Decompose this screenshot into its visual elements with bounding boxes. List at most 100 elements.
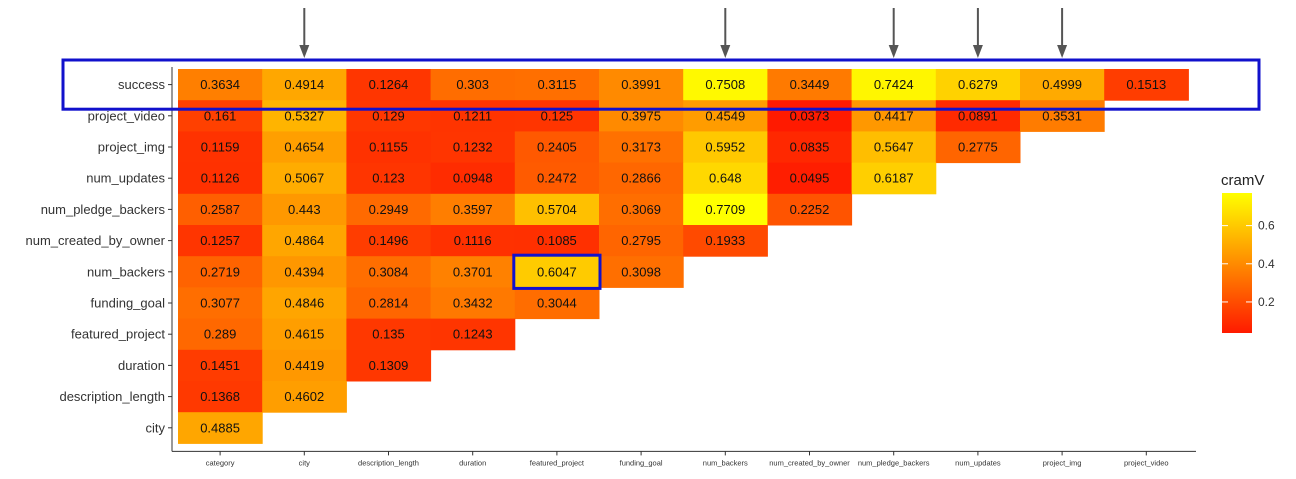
cell-value-label: 0.1264 — [369, 77, 409, 92]
cell-value-label: 0.5952 — [705, 140, 745, 155]
cell-value-label: 0.3098 — [621, 264, 661, 279]
cell-value-label: 0.1257 — [200, 233, 240, 248]
cell-value-label: 0.3173 — [621, 140, 661, 155]
x-tick-label: description_length — [358, 458, 419, 467]
cell-value-label: 0.0948 — [453, 171, 493, 186]
heatmap-cell — [178, 287, 263, 320]
heatmap-cell — [430, 131, 516, 164]
cell-value-label: 0.2775 — [958, 140, 998, 155]
heatmap-cell — [851, 100, 937, 132]
cell-value-label: 0.2719 — [200, 264, 240, 279]
down-arrow-head — [972, 45, 983, 58]
heatmap-cell — [262, 318, 347, 351]
heatmap-cell — [178, 412, 263, 444]
heatmap-cell — [851, 162, 937, 195]
cell-value-label: 0.0835 — [790, 140, 830, 155]
cell-value-label: 0.3531 — [1042, 108, 1082, 123]
y-tick-label: project_video — [88, 108, 165, 123]
heatmap-cell — [851, 131, 937, 164]
cell-value-label: 0.4846 — [284, 296, 324, 311]
heatmap-cell — [178, 256, 263, 288]
cell-value-label: 0.2814 — [369, 296, 409, 311]
cell-value-label: 0.3069 — [621, 202, 661, 217]
heatmap-cell — [346, 225, 432, 257]
heatmap-cell — [935, 100, 1021, 132]
cell-value-label: 0.4864 — [284, 233, 324, 248]
heatmap-cell — [599, 193, 684, 226]
cell-value-label: 0.443 — [288, 202, 321, 217]
x-tick-label: num_updates — [955, 458, 1001, 467]
heatmap-cell — [683, 131, 768, 164]
cell-value-label: 0.2587 — [200, 202, 240, 217]
heatmap-cell — [346, 193, 432, 226]
heatmap-cell — [599, 225, 684, 257]
heatmap-cell — [430, 100, 516, 132]
heatmap-cell — [599, 69, 684, 101]
heatmap-cell — [178, 131, 263, 164]
y-tick-label: city — [146, 420, 166, 435]
heatmap-cell — [599, 100, 684, 132]
heatmap-cell — [514, 256, 600, 288]
heatmap-cell — [514, 287, 600, 320]
cell-value-label: 0.4602 — [284, 389, 324, 404]
y-tick-label: num_pledge_backers — [41, 202, 166, 217]
legend-colorbar — [1222, 193, 1252, 333]
heatmap-cell — [683, 100, 768, 132]
heatmap-cell — [767, 131, 853, 164]
cell-value-label: 0.2795 — [621, 233, 661, 248]
y-tick-label: funding_goal — [91, 296, 166, 311]
cell-value-label: 0.1116 — [454, 233, 492, 248]
heatmap-cell — [599, 162, 684, 195]
cell-value-label: 0.1451 — [200, 358, 240, 373]
heatmap-cell — [514, 100, 600, 132]
cell-value-label: 0.129 — [372, 108, 405, 123]
heatmap-cell — [430, 193, 516, 226]
cell-value-label: 0.3975 — [621, 108, 661, 123]
cell-value-label: 0.3077 — [200, 296, 240, 311]
x-tick-label: city — [299, 458, 311, 467]
heatmap-cell — [514, 131, 600, 164]
cell-value-label: 0.3115 — [538, 77, 577, 92]
y-tick-label: description_length — [59, 389, 165, 404]
cell-value-label: 0.125 — [541, 108, 574, 123]
y-tick-label: featured_project — [71, 327, 165, 342]
cell-value-label: 0.1933 — [705, 233, 745, 248]
heatmap-cell — [683, 225, 768, 257]
heatmap-cell — [262, 225, 347, 257]
cell-value-label: 0.7424 — [874, 77, 914, 92]
y-tick-label: project_img — [98, 140, 165, 155]
legend-tick-label: 0.2 — [1258, 295, 1275, 309]
heatmap-cell — [599, 131, 684, 164]
heatmap-cell — [262, 100, 347, 132]
heatmap-cell — [851, 69, 937, 101]
y-tick-label: duration — [118, 358, 165, 373]
heatmap-cell — [430, 318, 516, 351]
heatmap-cell — [262, 381, 347, 413]
cell-value-label: 0.1243 — [453, 327, 493, 342]
heatmap-cell — [178, 225, 263, 257]
heatmap-cell — [346, 318, 432, 351]
down-arrow-head — [299, 45, 310, 58]
cell-value-label: 0.4417 — [874, 108, 914, 123]
legend-title: cramV — [1221, 172, 1264, 189]
heatmap-cell — [178, 318, 263, 351]
x-tick-label: project_img — [1043, 458, 1082, 467]
cell-value-label: 0.4419 — [284, 358, 324, 373]
cell-value-label: 0.1513 — [1126, 77, 1166, 92]
cell-value-label: 0.3449 — [790, 77, 830, 92]
heatmap-cell — [1020, 100, 1105, 132]
heatmap-cell — [935, 69, 1021, 101]
cell-value-label: 0.1085 — [537, 233, 577, 248]
x-tick-label: num_created_by_owner — [769, 458, 850, 467]
heatmap-cell — [683, 193, 768, 226]
heatmap-cell — [935, 131, 1021, 164]
cell-value-label: 0.5704 — [537, 202, 577, 217]
heatmap-cell — [767, 69, 853, 101]
heatmap-cell — [178, 349, 263, 382]
heatmap-cell — [262, 162, 347, 195]
heatmap-cell — [599, 256, 684, 288]
heatmap-cell — [346, 131, 432, 164]
heatmap-cell — [346, 349, 432, 382]
cell-value-label: 0.2252 — [790, 202, 830, 217]
